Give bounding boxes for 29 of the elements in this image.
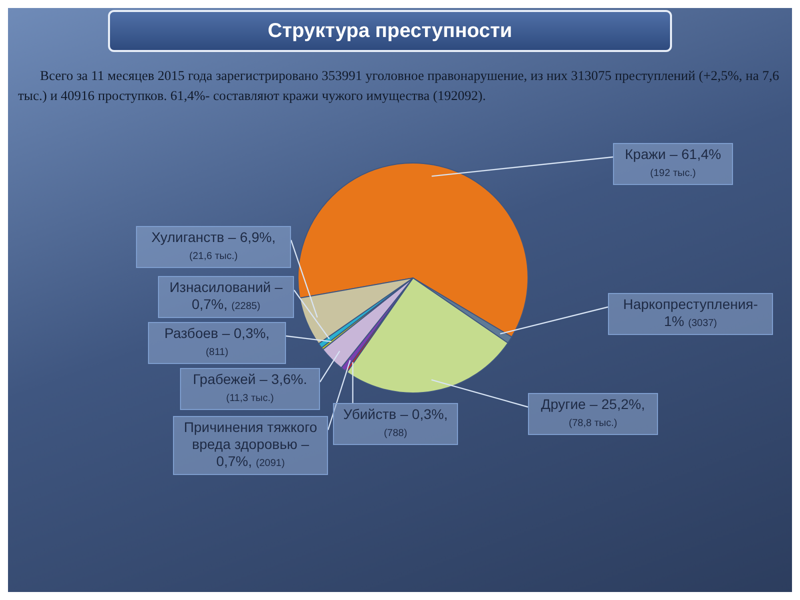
slice-label: Изнасилований – bbox=[169, 279, 283, 295]
text: (11,3 тыс.) bbox=[226, 393, 274, 404]
data-label: 6,9%, bbox=[240, 229, 276, 245]
data-label: 0,3%, bbox=[234, 325, 270, 341]
data-label: 0,7%, bbox=[216, 453, 252, 469]
text: (2091) bbox=[256, 458, 285, 469]
data-label: 3,6%. bbox=[271, 371, 308, 387]
data-label: 25,2%, bbox=[601, 396, 645, 412]
slice-label: Грабежей – bbox=[192, 371, 268, 387]
text: (811) bbox=[206, 347, 228, 358]
text: (788) bbox=[384, 428, 408, 439]
slice-label: Кражи – bbox=[624, 146, 678, 162]
text: (78,8 тыс.) bbox=[568, 418, 618, 429]
data-label: 1% bbox=[664, 313, 684, 329]
data-label: 0,7%, bbox=[192, 296, 228, 312]
slice-label: Другие – bbox=[541, 396, 598, 412]
text: (2285) bbox=[231, 301, 260, 312]
slice-label: Наркопреступления- bbox=[623, 296, 758, 312]
text: (192 тыс.) bbox=[650, 168, 696, 179]
text: (21,6 тыс.) bbox=[189, 251, 238, 262]
chart-title: Структура преступности bbox=[108, 10, 672, 52]
slice-label: Убийств – bbox=[343, 406, 408, 422]
slice-label: Хулиганств – bbox=[151, 229, 236, 245]
slice-label: Причинения тяжкого вреда здоровью – bbox=[184, 419, 318, 452]
chart-subtitle: Всего за 11 месяцев 2015 года зарегистрировано 353991 уголовное правонарушение, из них 313075 преступлений (+2,5%, на 7,6 тыс.) и 40916 проступков. 61,4%- составляют кражи чужого имущества (192092). bbox=[18, 67, 780, 105]
data-label: 0,3%, bbox=[412, 406, 448, 422]
data-label: 61,4% bbox=[681, 146, 722, 162]
text: (3037) bbox=[688, 318, 718, 329]
slice-label: Разбоев – bbox=[164, 325, 230, 341]
